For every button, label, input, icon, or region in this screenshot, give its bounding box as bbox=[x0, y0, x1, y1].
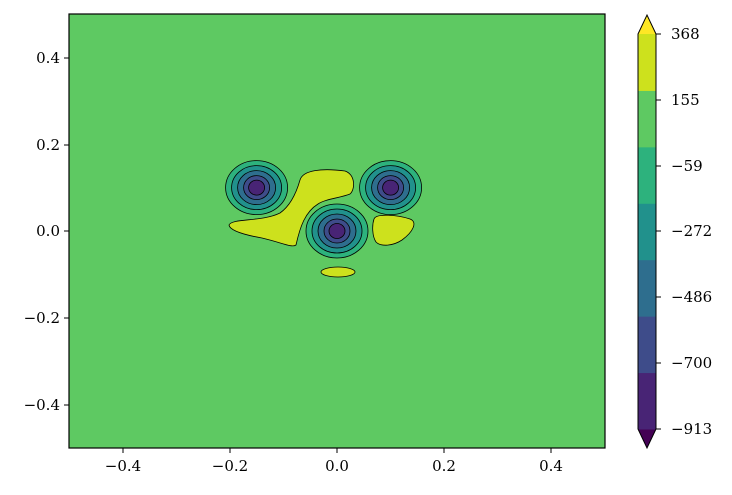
colorbar-band bbox=[638, 259, 656, 317]
max-region-right bbox=[372, 214, 415, 246]
x-tick-label: −0.2 bbox=[212, 457, 248, 475]
y-tick-label: 0.0 bbox=[36, 222, 60, 240]
colorbar-extend-over bbox=[638, 15, 656, 34]
colorbar-tick-label: −59 bbox=[671, 157, 703, 175]
colorbar-band bbox=[638, 90, 656, 148]
colorbar-tick-label: −486 bbox=[671, 288, 712, 306]
x-tick-label: 0.2 bbox=[432, 457, 456, 475]
y-tick-label: −0.2 bbox=[24, 309, 60, 327]
colorbar: −913 −700 −486 −272 −59 155 368 bbox=[637, 13, 712, 450]
colorbar-band bbox=[638, 316, 656, 374]
colorbar-tick-label: −272 bbox=[671, 222, 712, 240]
colorbar-tick-label: 155 bbox=[671, 91, 700, 109]
colorbar-tick-label: −700 bbox=[671, 354, 712, 372]
contour-fills bbox=[225, 160, 423, 278]
x-axis: −0.4 −0.2 0.0 0.2 0.4 bbox=[105, 448, 563, 475]
y-tick-label: 0.2 bbox=[36, 136, 60, 154]
minimum-contour-ring bbox=[382, 179, 400, 196]
colorbar-band bbox=[638, 146, 656, 204]
max-region-upper-left bbox=[228, 169, 354, 247]
max-region-bottom bbox=[320, 266, 356, 278]
minimum-wells bbox=[225, 160, 423, 259]
y-tick-label: −0.4 bbox=[24, 396, 60, 414]
colorbar-tick-label: −913 bbox=[671, 420, 712, 438]
y-axis: 0.4 0.2 0.0 −0.2 −0.4 bbox=[24, 49, 69, 414]
x-tick-label: 0.0 bbox=[325, 457, 349, 475]
minimum-contour-ring bbox=[248, 179, 266, 196]
colorbar-extend-under bbox=[638, 429, 656, 448]
colorbar-bands bbox=[638, 34, 656, 430]
x-tick-label: −0.4 bbox=[105, 457, 141, 475]
x-tick-label: 0.4 bbox=[539, 457, 563, 475]
colorbar-band bbox=[638, 372, 656, 430]
colorbar-band bbox=[638, 203, 656, 261]
colorbar-band bbox=[638, 34, 656, 91]
colorbar-tick-label: 368 bbox=[671, 25, 700, 43]
minimum-contour-ring bbox=[328, 223, 346, 239]
y-tick-label: 0.4 bbox=[36, 49, 60, 67]
